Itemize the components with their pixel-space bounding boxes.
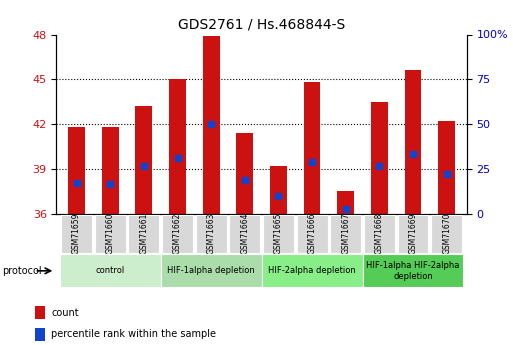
- Title: GDS2761 / Hs.468844-S: GDS2761 / Hs.468844-S: [178, 18, 345, 32]
- Bar: [371, 102, 388, 214]
- Bar: [236, 133, 253, 214]
- Bar: [405, 70, 421, 214]
- Text: HIF-2alpha depletion: HIF-2alpha depletion: [268, 266, 356, 275]
- Bar: [270, 166, 287, 214]
- FancyBboxPatch shape: [95, 215, 126, 253]
- FancyBboxPatch shape: [195, 215, 227, 253]
- FancyBboxPatch shape: [263, 215, 294, 253]
- Text: GSM71666: GSM71666: [308, 213, 317, 255]
- FancyBboxPatch shape: [60, 254, 161, 287]
- Text: GSM71664: GSM71664: [240, 213, 249, 255]
- Text: protocol: protocol: [3, 266, 42, 276]
- Bar: [438, 121, 455, 214]
- Text: control: control: [95, 266, 125, 275]
- Bar: [35, 306, 45, 319]
- Bar: [35, 328, 45, 341]
- Text: GSM71669: GSM71669: [408, 213, 418, 255]
- FancyBboxPatch shape: [297, 215, 328, 253]
- FancyBboxPatch shape: [330, 215, 361, 253]
- Text: percentile rank within the sample: percentile rank within the sample: [51, 329, 216, 339]
- FancyBboxPatch shape: [363, 254, 463, 287]
- Bar: [304, 82, 321, 214]
- Bar: [68, 127, 85, 214]
- FancyBboxPatch shape: [262, 254, 363, 287]
- Text: count: count: [51, 308, 78, 318]
- FancyBboxPatch shape: [431, 215, 462, 253]
- FancyBboxPatch shape: [162, 215, 193, 253]
- FancyBboxPatch shape: [398, 215, 428, 253]
- Text: GSM71661: GSM71661: [140, 213, 148, 254]
- Text: GSM71662: GSM71662: [173, 213, 182, 254]
- FancyBboxPatch shape: [128, 215, 160, 253]
- FancyBboxPatch shape: [364, 215, 395, 253]
- Text: HIF-1alpha depletion: HIF-1alpha depletion: [167, 266, 255, 275]
- Bar: [338, 191, 354, 214]
- Text: GSM71659: GSM71659: [72, 213, 81, 255]
- FancyBboxPatch shape: [61, 215, 92, 253]
- Text: GSM71670: GSM71670: [442, 213, 451, 255]
- Text: GSM71667: GSM71667: [341, 213, 350, 255]
- Bar: [102, 127, 119, 214]
- Bar: [203, 36, 220, 214]
- FancyBboxPatch shape: [161, 254, 262, 287]
- Text: GSM71663: GSM71663: [207, 213, 215, 255]
- Bar: [169, 79, 186, 214]
- Text: HIF-1alpha HIF-2alpha
depletion: HIF-1alpha HIF-2alpha depletion: [366, 261, 460, 280]
- Text: GSM71665: GSM71665: [274, 213, 283, 255]
- Text: GSM71660: GSM71660: [106, 213, 115, 255]
- FancyBboxPatch shape: [229, 215, 260, 253]
- Text: GSM71668: GSM71668: [375, 213, 384, 254]
- Bar: [135, 106, 152, 214]
